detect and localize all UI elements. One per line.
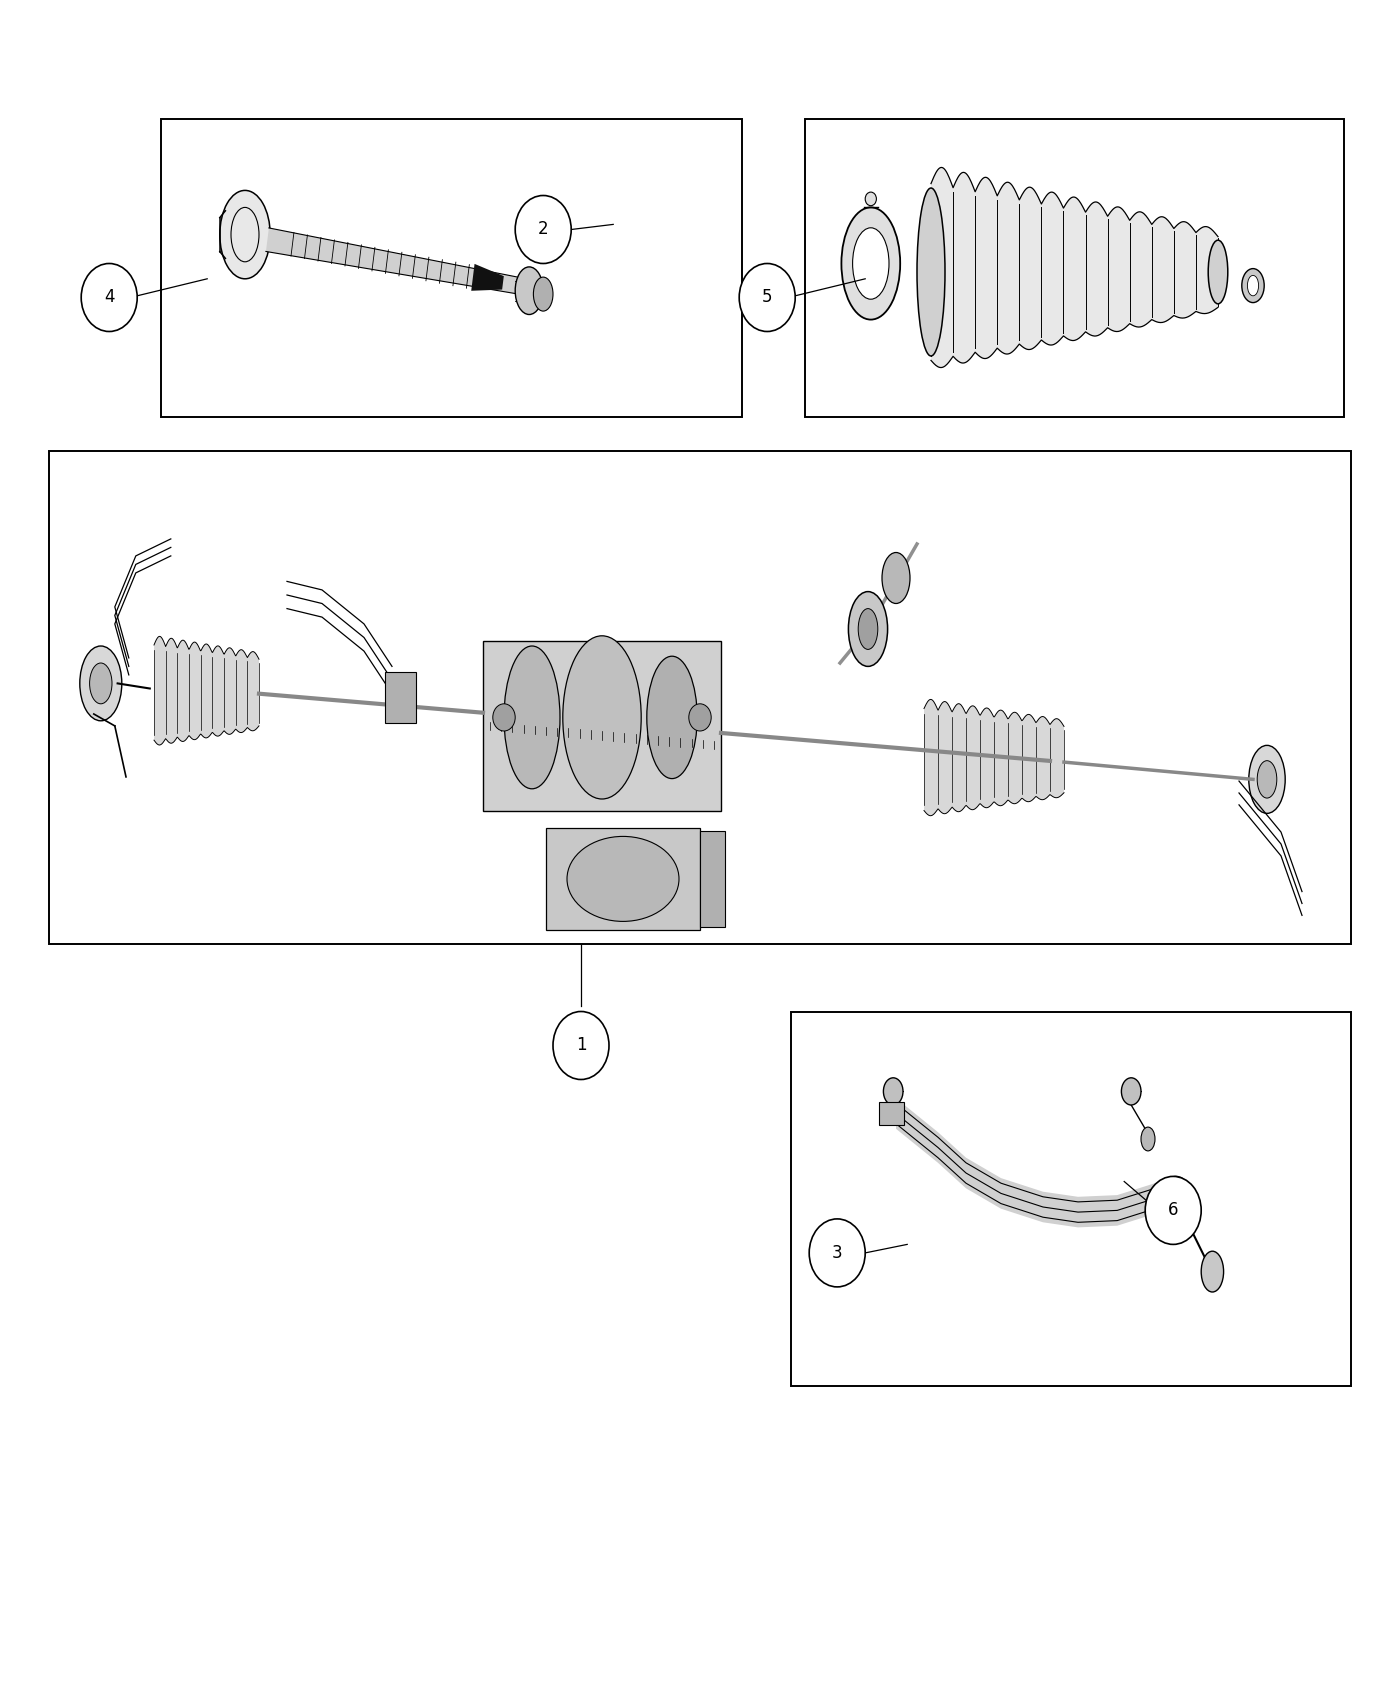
Text: 2: 2 [538,221,549,238]
Bar [805,119,1344,416]
Polygon shape [266,228,519,294]
Ellipse shape [1249,745,1285,813]
Circle shape [81,264,137,332]
Bar [385,672,416,722]
Ellipse shape [689,704,711,731]
Text: 1: 1 [575,1037,587,1054]
Ellipse shape [1141,1127,1155,1151]
Ellipse shape [533,277,553,311]
Circle shape [739,264,795,332]
Bar [49,450,1351,944]
Ellipse shape [858,609,878,649]
Circle shape [809,1219,865,1287]
Ellipse shape [882,552,910,604]
Ellipse shape [1242,269,1264,303]
Ellipse shape [841,207,900,320]
Ellipse shape [515,267,543,314]
Bar [700,831,725,926]
Ellipse shape [647,656,697,779]
Bar [879,1102,904,1125]
Ellipse shape [1121,1078,1141,1105]
Bar [161,119,742,416]
Circle shape [553,1012,609,1080]
Text: 5: 5 [762,289,773,306]
Ellipse shape [917,189,945,355]
Ellipse shape [848,592,888,666]
Ellipse shape [90,663,112,704]
Ellipse shape [1208,240,1228,304]
Ellipse shape [1166,1190,1186,1224]
Ellipse shape [504,646,560,789]
Text: 4: 4 [104,289,115,306]
Ellipse shape [1247,275,1259,296]
Bar [546,828,700,930]
Ellipse shape [80,646,122,721]
Text: 3: 3 [832,1244,843,1261]
Circle shape [1145,1176,1201,1244]
Ellipse shape [493,704,515,731]
Ellipse shape [883,1078,903,1105]
Polygon shape [896,1098,1155,1227]
Text: 6: 6 [1168,1202,1179,1219]
Polygon shape [154,636,259,745]
Ellipse shape [865,192,876,206]
Ellipse shape [220,190,270,279]
Bar [791,1012,1351,1386]
Ellipse shape [853,228,889,299]
Bar [483,641,721,811]
Polygon shape [931,167,1218,367]
Polygon shape [472,264,504,291]
Ellipse shape [1257,760,1277,797]
Ellipse shape [563,636,641,799]
Circle shape [515,196,571,264]
Ellipse shape [567,836,679,921]
Polygon shape [924,699,1064,816]
Ellipse shape [1158,1176,1194,1238]
Ellipse shape [1201,1251,1224,1292]
